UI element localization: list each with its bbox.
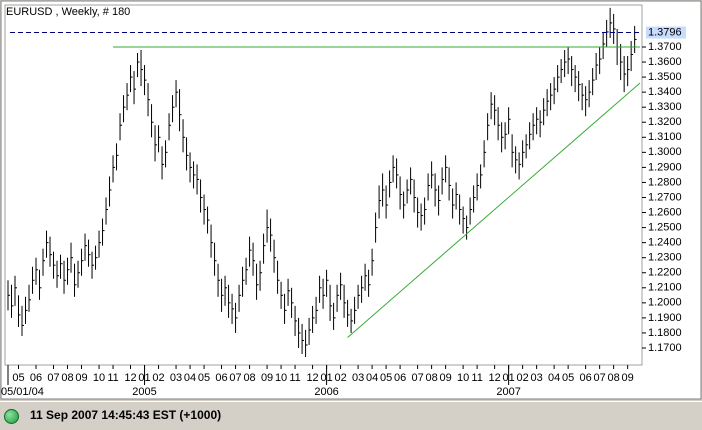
x-tick-label: 04 bbox=[548, 372, 560, 384]
y-tick-label: 1.2100 bbox=[648, 282, 682, 294]
y-tick-label: 1.2000 bbox=[648, 297, 682, 309]
x-tick-label: 05 bbox=[562, 372, 574, 384]
x-tick-label: 06 bbox=[394, 372, 406, 384]
y-tick-label: 1.3400 bbox=[648, 86, 682, 98]
x-tick-label: 06 bbox=[215, 372, 227, 384]
x-tick-label: 07 bbox=[594, 372, 606, 384]
x-tick-label: 06 bbox=[580, 372, 592, 384]
y-tick-label: 1.2700 bbox=[648, 191, 682, 203]
x-tick-label: 11 bbox=[107, 372, 118, 384]
x-tick-label: 08 bbox=[61, 372, 73, 384]
status-text: 11 Sep 2007 14:45:43 EST (+1000) bbox=[30, 408, 222, 422]
x-tick-label: 09 bbox=[622, 372, 634, 384]
x-tick-label: 09 bbox=[439, 372, 451, 384]
y-tick-label: 1.3100 bbox=[648, 131, 682, 143]
x-tick-label: 06 bbox=[30, 372, 42, 384]
x-major-label: 2006 bbox=[314, 386, 338, 398]
x-tick-label: 08 bbox=[425, 372, 437, 384]
x-tick-label: 12 bbox=[124, 372, 136, 384]
x-tick-label: 11 bbox=[471, 372, 482, 384]
x-major-label: 2007 bbox=[496, 386, 520, 398]
x-major-label: 2005 bbox=[132, 386, 156, 398]
x-tick-label: 07 bbox=[229, 372, 241, 384]
y-tick-label: 1.2200 bbox=[648, 267, 682, 279]
x-tick-label: 08 bbox=[243, 372, 255, 384]
x-tick-label: 12 bbox=[306, 372, 318, 384]
x-tick-label: 04 bbox=[366, 372, 378, 384]
x-tick-label: 05 bbox=[380, 372, 392, 384]
x-tick-label: 02 bbox=[334, 372, 346, 384]
chart: EURUSD , Weekly, # 180 1.1700 1.1800 1.190… bbox=[0, 0, 702, 400]
y-tick-label: 1.3600 bbox=[648, 56, 682, 68]
y-tick-label: 1.1700 bbox=[648, 342, 682, 354]
y-tick-label: 1.2300 bbox=[648, 252, 682, 264]
y-tick-label: 1.3200 bbox=[648, 116, 682, 128]
y-tick-label: 1.3000 bbox=[648, 146, 682, 158]
y-tick-label: 1.3500 bbox=[648, 71, 682, 83]
y-tick-label: 1.2800 bbox=[648, 176, 682, 188]
y-tick-label: 1.1900 bbox=[648, 312, 682, 324]
y-tick-label: 1.2600 bbox=[648, 206, 682, 218]
x-tick-label: 10 bbox=[275, 372, 287, 384]
x-tick-label: 07 bbox=[411, 372, 423, 384]
trend-line bbox=[347, 82, 641, 338]
plot-area bbox=[4, 4, 643, 366]
x-tick-label: 03 bbox=[531, 372, 543, 384]
y-tick-label: 1.1800 bbox=[648, 327, 682, 339]
chart-title: EURUSD , Weekly, # 180 bbox=[6, 6, 130, 18]
x-tick-label: 04 bbox=[184, 372, 196, 384]
x-tick-label: 10 bbox=[93, 372, 105, 384]
x-tick-label: 09 bbox=[75, 372, 87, 384]
x-tick-label: 09 bbox=[261, 372, 273, 384]
y-tick-label: 1.2500 bbox=[648, 221, 682, 233]
status-icon bbox=[4, 409, 19, 424]
x-tick-label: 05 bbox=[12, 372, 24, 384]
x-major-label: 05/01/04 bbox=[1, 386, 44, 398]
y-tick-label: 1.3700 bbox=[648, 41, 682, 53]
status-bar: 11 Sep 2007 14:45:43 EST (+1000) bbox=[0, 401, 702, 430]
x-tick-label: 02 bbox=[516, 372, 528, 384]
y-tick-label: 1.2400 bbox=[648, 237, 682, 249]
x-tick-label: 03 bbox=[170, 372, 182, 384]
x-tick-label: 07 bbox=[47, 372, 59, 384]
x-tick-label: 08 bbox=[608, 372, 620, 384]
last-price-box bbox=[646, 26, 686, 39]
x-tick-label: 05 bbox=[198, 372, 210, 384]
last-price-label: 1.3796 bbox=[648, 26, 682, 38]
y-tick-label: 1.2900 bbox=[648, 161, 682, 173]
x-tick-label: 12 bbox=[488, 372, 500, 384]
x-tick-label: 03 bbox=[352, 372, 364, 384]
y-tick-label: 1.3300 bbox=[648, 101, 682, 113]
x-tick-label: 10 bbox=[457, 372, 469, 384]
x-tick-label: 11 bbox=[289, 372, 300, 384]
x-tick-label: 02 bbox=[152, 372, 164, 384]
